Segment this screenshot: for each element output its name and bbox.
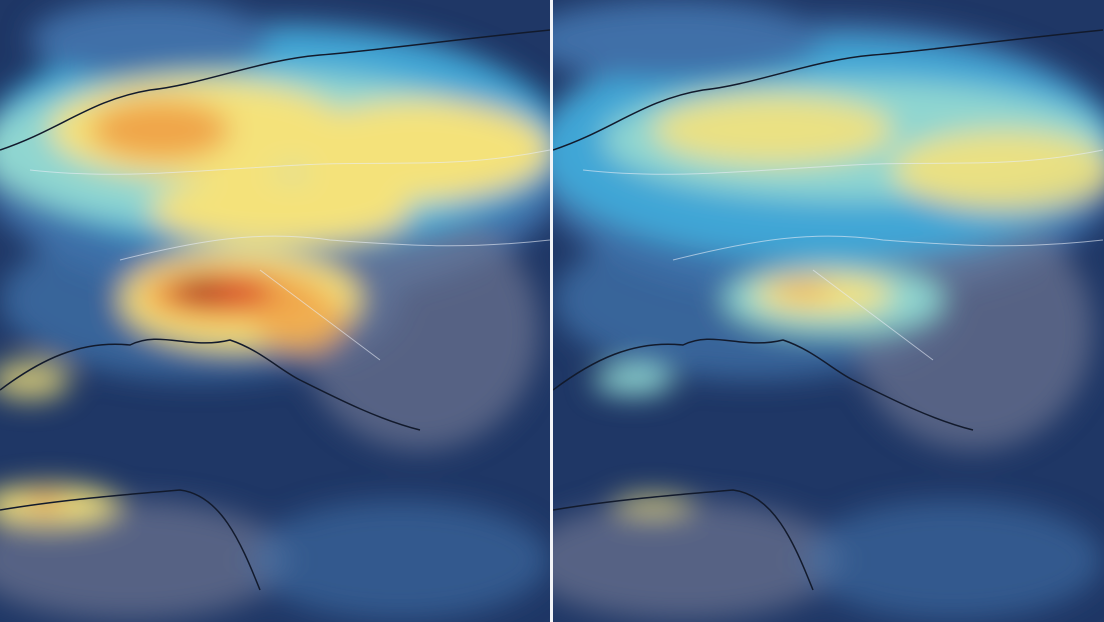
panel-divider	[550, 0, 553, 622]
concentration-area	[290, 100, 550, 200]
coastline	[553, 29, 1104, 151]
map-panel-after	[553, 0, 1104, 622]
map-panel-before	[0, 0, 550, 622]
country-borders	[29, 149, 550, 361]
concentration-area	[300, 210, 540, 450]
coastline	[553, 489, 814, 591]
concentration-area	[0, 500, 290, 620]
concentration-area	[803, 500, 1103, 620]
concentration-area	[90, 100, 230, 160]
concentration-area	[150, 175, 410, 245]
concentration-area	[175, 282, 225, 298]
country-borders	[582, 149, 1104, 361]
concentration-area	[0, 360, 70, 400]
concentration-area	[553, 500, 843, 620]
coastline	[0, 338, 421, 431]
concentration-area	[553, 0, 823, 80]
concentration-area	[653, 95, 893, 165]
concentration-area	[30, 0, 270, 80]
coastline	[553, 338, 974, 431]
concentration-area	[255, 285, 345, 355]
concentration-area	[250, 500, 550, 620]
pollution-map-before	[0, 0, 550, 622]
concentration-area	[853, 210, 1093, 450]
concentration-area	[613, 495, 693, 515]
concentration-area	[893, 130, 1104, 210]
coastline	[0, 489, 261, 591]
pollution-map-after	[553, 0, 1104, 622]
concentration-area	[593, 365, 673, 395]
coastline	[0, 29, 550, 151]
concentration-area	[773, 282, 833, 298]
